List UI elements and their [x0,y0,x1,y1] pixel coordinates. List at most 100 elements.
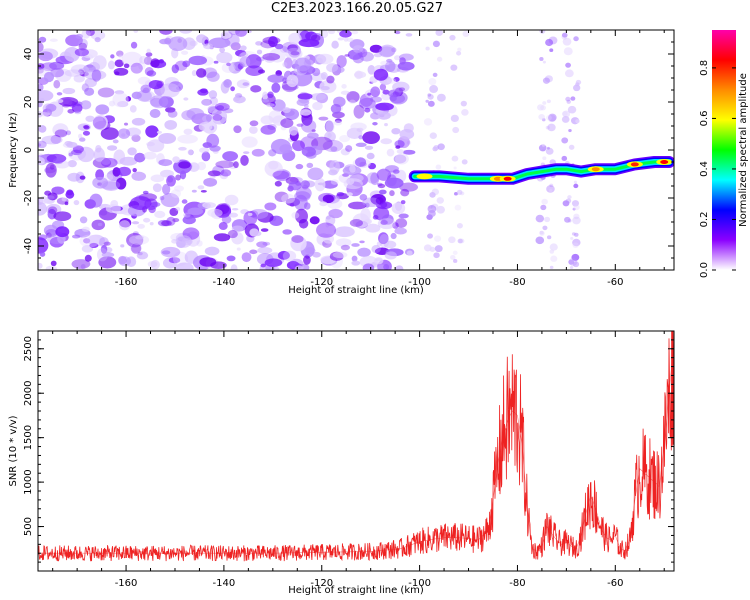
noise-speckle [542,225,548,231]
noise-speckle [292,140,305,152]
noise-speckle [198,121,213,132]
noise-speckle [295,163,304,170]
noise-speckle [127,239,143,247]
noise-speckle [429,132,437,140]
noise-speckle [260,40,276,49]
noise-speckle [548,113,557,122]
colorbar-tick-label: 0.2 [699,212,710,228]
noise-speckle [546,115,552,121]
noise-speckle [270,138,291,155]
noise-speckle [78,38,88,49]
noise-speckle [121,133,126,137]
noise-speckle [354,70,363,80]
noise-speckle [397,61,415,71]
noise-speckle [107,60,115,70]
noise-speckle [450,254,456,260]
noise-speckle [230,264,238,270]
noise-speckle [539,56,544,61]
noise-speckle [137,223,145,229]
noise-speckle [574,232,579,237]
noise-speckle [145,52,153,57]
noise-speckle [402,149,416,155]
noise-speckle [352,213,370,228]
noise-speckle [353,104,365,119]
noise-speckle [546,185,555,193]
noise-speckle [230,86,235,92]
noise-speckle [160,83,180,98]
x-tick-label: -80 [509,578,525,589]
noise-speckle [179,170,187,180]
noise-speckle [392,222,399,229]
y-tick-label: -40 [23,238,34,254]
noise-speckle [461,109,469,116]
noise-speckle [209,96,218,106]
noise-speckle [264,55,275,63]
noise-speckle [42,103,54,114]
noise-speckle [202,202,216,209]
noise-speckle [74,110,82,115]
noise-speckle [231,231,244,245]
noise-speckle [93,147,105,162]
noise-speckle [46,232,52,239]
noise-speckle [246,30,252,34]
noise-speckle [128,234,150,245]
noise-speckle [380,219,388,225]
x-tick-label: -60 [607,277,623,288]
noise-speckle [387,89,401,98]
noise-speckle [289,202,295,207]
noise-speckle [303,202,311,210]
noise-speckle [187,207,204,216]
noise-speckle [297,93,313,100]
noise-speckle [178,146,187,151]
y-tick-label: 0 [23,147,34,153]
noise-speckle [38,63,45,70]
noise-speckle [75,33,84,39]
noise-speckle [123,63,130,69]
noise-speckle [303,255,311,265]
noise-speckle [282,61,288,68]
noise-speckle [145,125,159,138]
noise-speckle [62,87,76,95]
noise-speckle [98,237,109,247]
noise-speckle [389,190,395,197]
noise-speckle [236,247,241,251]
noise-speckle [165,107,176,113]
noise-speckle [73,74,85,83]
noise-speckle [315,222,337,238]
noise-speckle [249,249,258,255]
noise-speckle [346,37,354,42]
noise-speckle [456,189,463,195]
noise-speckle [257,247,273,254]
noise-speckle [221,62,236,74]
noise-speckle [188,55,208,66]
noise-speckle [350,122,367,131]
x-tick-label: -120 [310,578,333,589]
noise-speckle [197,185,205,190]
noise-speckle [547,123,556,132]
noise-speckle [566,99,571,104]
noise-speckle [79,234,100,248]
noise-speckle [575,119,580,124]
noise-speckle [53,80,61,89]
noise-speckle [400,188,410,197]
noise-speckle [309,216,320,225]
noise-speckle [67,172,81,182]
noise-speckle [456,51,462,56]
noise-speckle [358,97,376,110]
y-tick-label: 500 [23,517,34,536]
x-tick-label: -140 [213,277,236,288]
noise-speckle [124,122,129,126]
noise-speckle [127,147,137,156]
noise-speckle [239,56,251,68]
noise-speckle [326,75,335,84]
noise-speckle [572,238,581,247]
noise-speckle [235,30,248,37]
noise-speckle [434,235,442,242]
noise-speckle [85,115,95,122]
noise-speckle [168,36,188,52]
noise-speckle [298,38,320,48]
noise-speckle [104,173,114,181]
noise-speckle [175,206,181,212]
noise-speckle [339,30,352,38]
noise-speckle [327,132,332,138]
